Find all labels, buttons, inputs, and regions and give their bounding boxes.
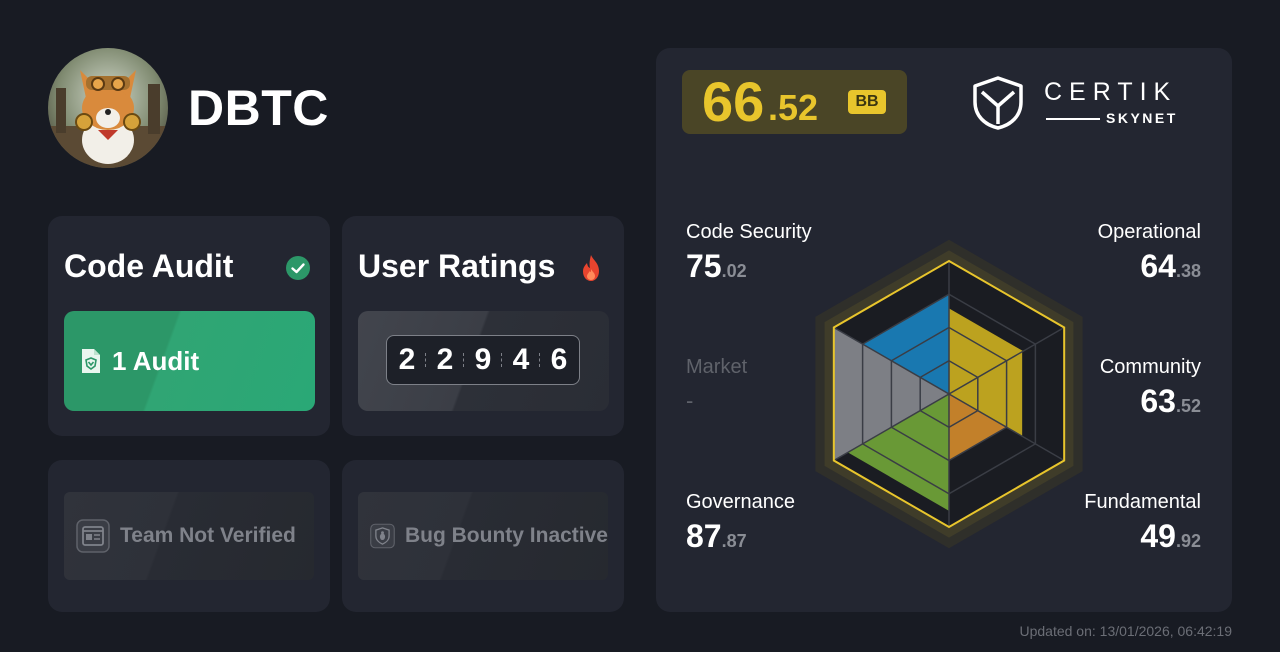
shield-bug-icon [370, 523, 395, 549]
fire-icon [583, 255, 599, 281]
metric-fundamental-label: Fundamental [1084, 491, 1201, 513]
audit-count-label: 1 Audit [112, 346, 200, 376]
certik-skynet-brand: CERTIK SKYNET [970, 76, 1192, 132]
metric-community-value: 63.52 [1140, 381, 1201, 428]
radar-spoke [948, 326, 1065, 395]
metric-fundamental-dec: .92 [1175, 531, 1201, 551]
rating-digit: 9 [474, 343, 492, 376]
bug-bounty-card: Bug Bounty Inactive [342, 460, 624, 612]
code-audit-title: Code Audit [64, 248, 234, 284]
team-card: Team Not Verified [48, 460, 330, 612]
radar-segment-community [949, 351, 1023, 437]
brand-divider [1046, 118, 1100, 120]
verified-check-icon [286, 256, 310, 280]
score-radar-chart [815, 239, 1083, 549]
metric-governance-label: Governance [686, 491, 795, 513]
metric-governance-int: 87 [686, 518, 722, 554]
metric-code-security-int: 75 [686, 248, 722, 284]
metric-community-label: Community [1099, 356, 1201, 378]
metric-governance-dec: .87 [721, 531, 747, 551]
corgi-miner-avatar-icon [48, 48, 168, 168]
metric-operational-dec: .38 [1175, 261, 1201, 281]
metric-operational-value: 64.38 [1140, 246, 1201, 293]
radar-segment-code-security [862, 294, 949, 394]
radar-segment-fundamental [949, 394, 1007, 461]
audit-document-icon [82, 349, 100, 373]
brand-name: CERTIK [1044, 78, 1178, 106]
radar-outline [832, 259, 1066, 529]
digit-separator [539, 353, 541, 367]
metric-market-value: - [686, 381, 693, 424]
project-name: DBTC [188, 80, 329, 136]
rating-digit: 2 [398, 343, 416, 376]
metric-code-security-value: 75.02 [686, 246, 747, 293]
user-ratings-title: User Ratings [358, 248, 556, 284]
score-grade-badge: BB [848, 90, 886, 114]
bug-bounty-status-label: Bug Bounty Inactive [404, 524, 608, 547]
metric-governance-value: 87.87 [686, 516, 747, 563]
metric-community-int: 63 [1140, 383, 1176, 419]
security-score-badge: 66 .52 BB [682, 70, 907, 134]
project-avatar [48, 48, 168, 168]
digit-separator [501, 353, 503, 367]
metric-code-security-dec: .02 [721, 261, 747, 281]
digit-separator [463, 353, 465, 367]
radar-segment-operational [949, 308, 1024, 394]
brand-subtitle: SKYNET [1106, 110, 1178, 126]
metric-operational-int: 64 [1140, 248, 1176, 284]
radar-segment-governance [847, 394, 949, 511]
rating-digit: 6 [550, 343, 568, 376]
user-ratings-counter: 2 2 9 4 6 [386, 335, 580, 385]
metric-operational-label: Operational [1097, 221, 1201, 243]
rating-digit: 2 [436, 343, 454, 376]
audit-count-button[interactable]: 1 Audit [64, 311, 315, 411]
metric-code-security-label: Code Security [686, 221, 812, 243]
id-card-icon [76, 519, 110, 553]
user-ratings-card: User Ratings 2 2 9 4 6 [342, 216, 624, 436]
updated-timestamp: Updated on: 13/01/2026, 06:42:19 [1019, 623, 1232, 639]
metric-market-empty: - [686, 388, 694, 413]
metric-fundamental-value: 49.92 [1140, 516, 1201, 563]
score-integer: 66 [702, 70, 765, 133]
radar-spoke [833, 326, 950, 395]
team-status-label: Team Not Verified [120, 524, 296, 547]
team-status-box[interactable]: Team Not Verified [64, 492, 314, 580]
radar-spoke [948, 393, 1065, 462]
certik-shield-logo-icon [973, 76, 1023, 130]
metric-fundamental-int: 49 [1140, 518, 1176, 554]
radar-grid [832, 259, 1066, 529]
user-ratings-counter-box[interactable]: 2 2 9 4 6 [358, 311, 609, 411]
bug-bounty-status-box[interactable]: Bug Bounty Inactive [358, 492, 608, 580]
metric-community-dec: .52 [1175, 396, 1201, 416]
skynet-score-panel: 66 .52 BB CERTIK SKYNET Code Security 75… [656, 48, 1232, 612]
score-decimal: .52 [768, 87, 819, 128]
rating-digit: 4 [512, 343, 530, 376]
code-audit-card: Code Audit 1 Audit [48, 216, 330, 436]
metric-market-label: Market [686, 356, 748, 378]
digit-separator [425, 353, 427, 367]
radar-spoke [833, 393, 950, 462]
